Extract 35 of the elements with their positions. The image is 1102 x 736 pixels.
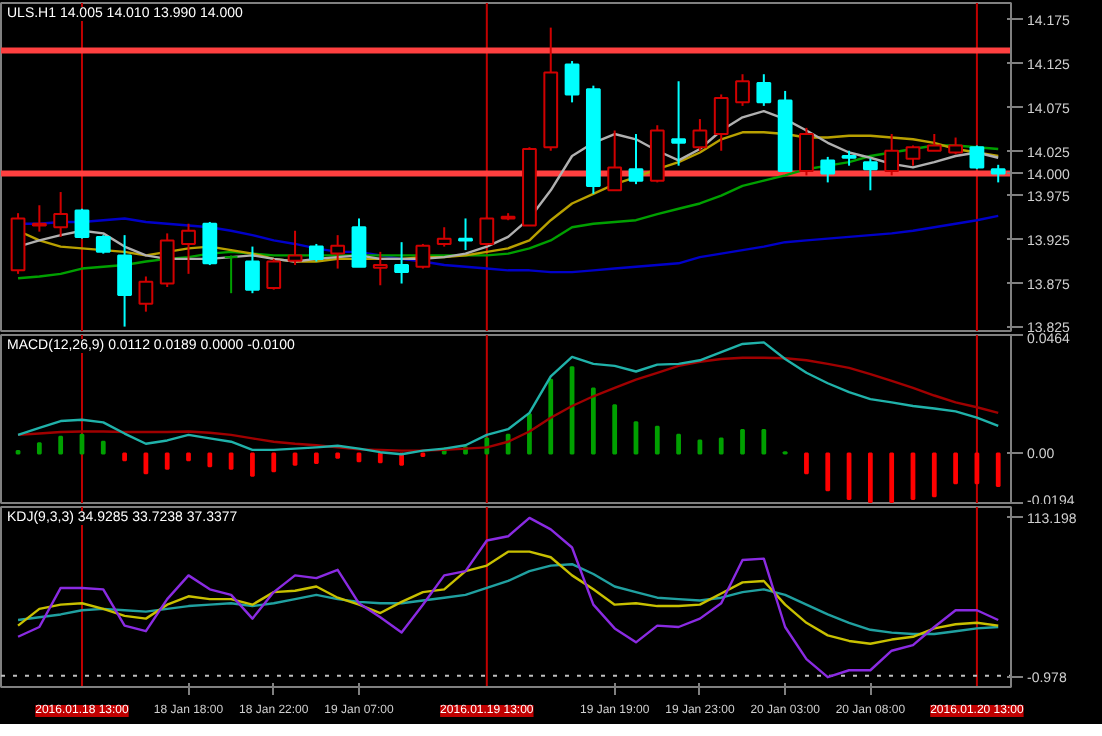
candlestick xyxy=(628,133,644,186)
candlestick xyxy=(564,60,580,104)
candlestick xyxy=(287,229,303,267)
candlestick xyxy=(799,126,814,177)
candlestick xyxy=(692,118,708,152)
candlestick xyxy=(53,191,69,238)
candlestick xyxy=(735,73,750,107)
candlestick xyxy=(138,275,154,313)
candlestick xyxy=(884,133,900,177)
candlestick xyxy=(713,93,729,152)
candlestick xyxy=(330,234,346,270)
candlestick xyxy=(372,250,388,287)
candlestick xyxy=(862,157,878,192)
candlestick xyxy=(394,241,409,285)
candlestick xyxy=(479,215,495,247)
candlestick xyxy=(181,222,196,275)
candlestick xyxy=(245,245,260,295)
candlestick xyxy=(202,220,218,267)
line-series xyxy=(16,563,1000,636)
candlestick xyxy=(351,217,367,268)
line-series xyxy=(16,356,1000,452)
candlestick xyxy=(607,129,623,192)
candlestick xyxy=(117,234,132,328)
candlestick xyxy=(905,144,921,167)
candlestick xyxy=(820,155,836,184)
candlestick xyxy=(671,80,686,167)
candlestick xyxy=(756,73,772,107)
candlestick xyxy=(159,232,175,289)
candlestick xyxy=(436,226,452,248)
candlestick xyxy=(266,257,282,291)
candlestick xyxy=(415,242,431,270)
candlestick xyxy=(95,234,111,255)
candlestick xyxy=(74,207,90,240)
candlestick xyxy=(969,144,985,171)
line-series xyxy=(16,550,1000,645)
